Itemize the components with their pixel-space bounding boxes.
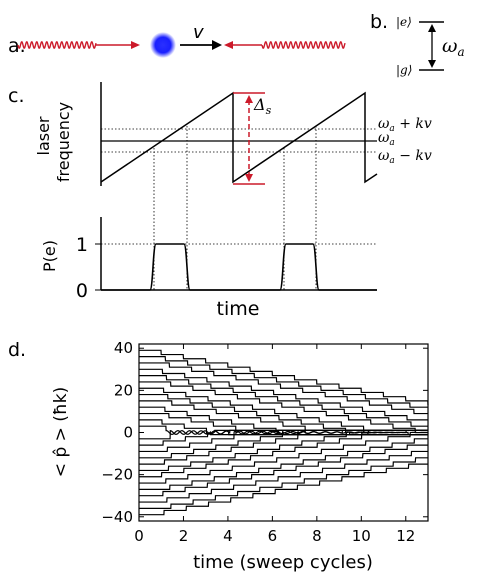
y-tick-label: 0 [123,424,133,442]
resonance-label: ωa [378,130,395,148]
transition-frequency-label: ωa [442,35,465,59]
sawtooth-sweep [100,91,378,184]
momentum-trace [139,431,428,484]
x-tick-label: 12 [396,527,415,545]
left-laser-beam [17,41,140,49]
x-tick-label: 2 [179,527,189,545]
upper-resonance-label: ωa + kv [378,116,432,134]
x-tick-label: 6 [268,527,278,545]
atom [150,32,176,58]
freq-ylabel-line2: frequency [54,102,73,182]
chart-ylabel: < p̂ > (ħk) [51,387,71,477]
excited-state-label: |e⟩ [396,15,412,29]
laser-frequency-plot [100,82,378,290]
lower-resonance-label: ωa − kv [378,148,432,166]
y-tick-label: 40 [114,339,133,357]
excitation-probability-plot [95,217,377,291]
momentum-trace [139,444,428,497]
momentum-trace [139,362,428,415]
x-tick-label: 8 [312,527,322,545]
momentum-chart: 0 2 4 6 8 10 12 40 20 0 −20 −40 [101,339,429,545]
panel-label-d: d. [8,339,26,361]
freq-ylabel-line1: laser [34,116,53,155]
chart-series [139,349,429,516]
chart-ticks: 0 2 4 6 8 10 12 40 20 0 −20 −40 [101,339,428,545]
sweep-range-marker [233,92,265,185]
ground-state-label: |g⟩ [396,63,412,77]
right-laser-beam [224,41,346,49]
pe-ylabel: P(e) [40,240,59,272]
time-xlabel: time [217,298,260,320]
pe-tick-0: 0 [76,280,88,302]
energy-level-diagram [419,21,444,71]
momentum-trace [139,438,428,490]
velocity-arrow [180,40,222,50]
x-tick-label: 0 [134,527,144,545]
momentum-trace [139,450,428,503]
momentum-trace [139,429,428,472]
y-tick-label: 20 [114,381,133,399]
panel-label-b: b. [370,11,388,33]
momentum-trace [139,368,428,421]
momentum-trace [139,425,428,436]
y-tick-label: −40 [101,508,133,526]
x-tick-label: 4 [223,527,233,545]
momentum-trace [139,349,429,406]
momentum-trace [139,356,428,408]
panel-label-c: c. [8,85,25,107]
x-tick-label: 10 [352,527,371,545]
momentum-trace [139,387,428,436]
y-tick-label: −20 [101,466,133,484]
pe-trace [101,243,377,291]
momentum-trace [139,457,428,509]
sweep-range-label: Δs [253,95,272,117]
momentum-trace [139,429,428,478]
pe-tick-1: 1 [76,234,88,256]
momentum-trace [139,375,428,427]
momentum-trace [139,381,428,434]
velocity-label: v [193,22,204,43]
chart-xlabel: time (sweep cycles) [193,552,373,573]
momentum-trace [139,463,428,516]
panel-label-a: a. [8,35,26,57]
